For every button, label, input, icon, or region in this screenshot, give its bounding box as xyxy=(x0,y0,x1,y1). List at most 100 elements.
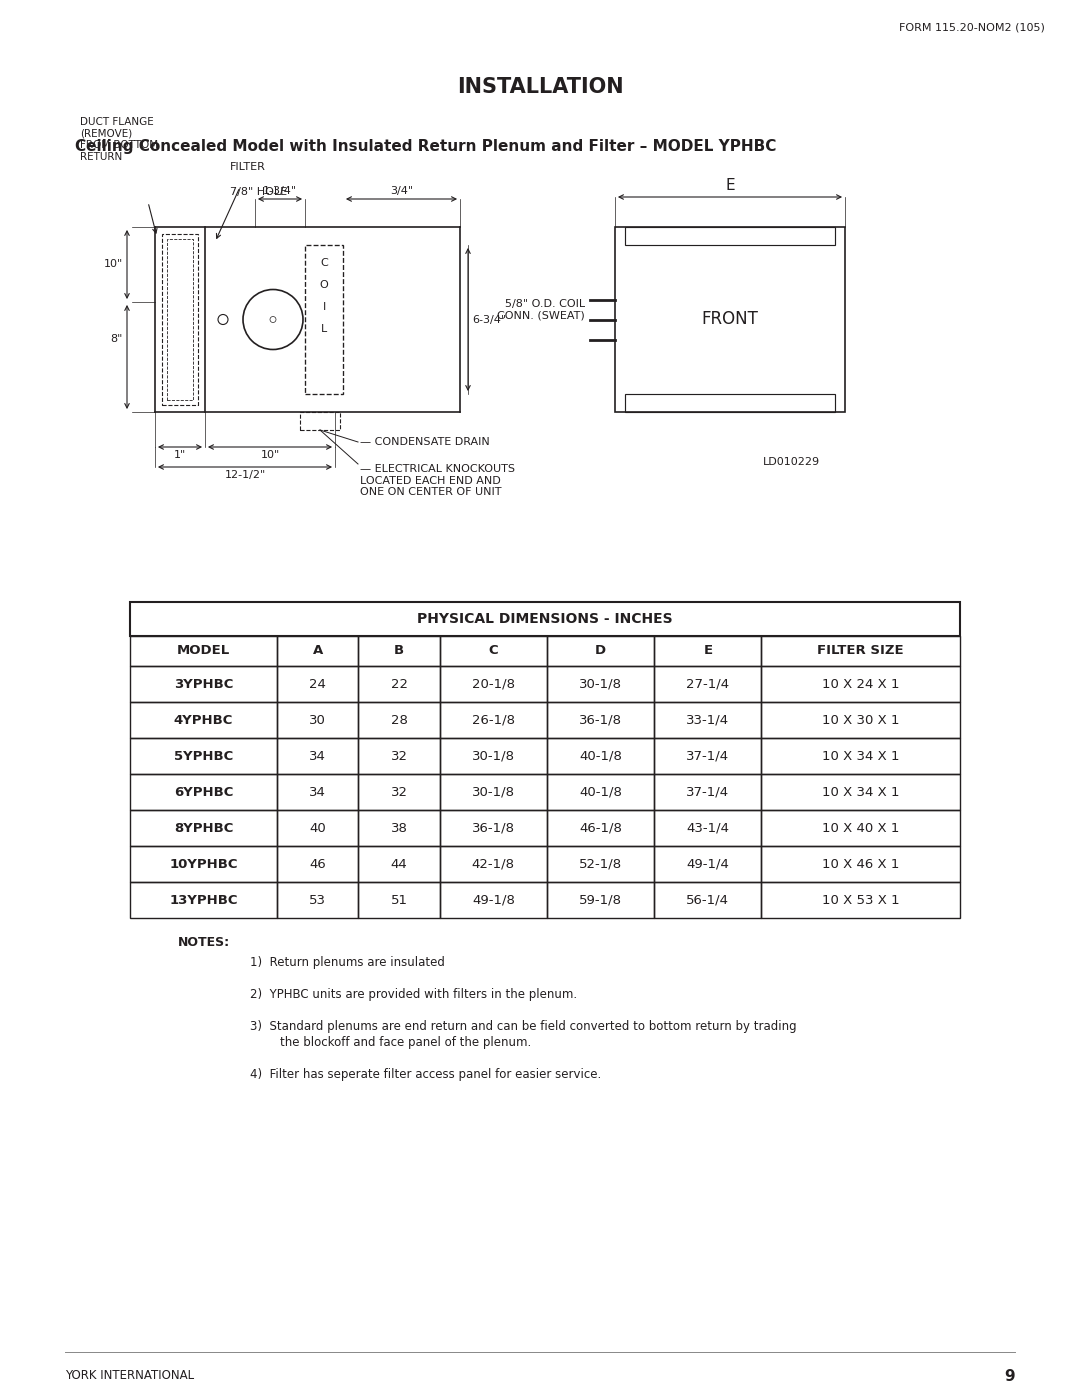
Bar xyxy=(276,847,359,882)
Bar xyxy=(546,666,654,703)
Text: 10 X 24 X 1: 10 X 24 X 1 xyxy=(822,678,900,690)
Text: FORM 115.20-NOM2 (105): FORM 115.20-NOM2 (105) xyxy=(900,22,1045,32)
Text: 56-1/4: 56-1/4 xyxy=(686,894,729,907)
Text: 28: 28 xyxy=(391,714,407,726)
Bar xyxy=(761,882,960,918)
Text: D: D xyxy=(595,644,606,658)
Text: 43-1/4: 43-1/4 xyxy=(686,821,729,834)
Bar xyxy=(276,810,359,847)
Text: YORK INTERNATIONAL: YORK INTERNATIONAL xyxy=(65,1369,194,1382)
Text: 36-1/8: 36-1/8 xyxy=(579,714,622,726)
Bar xyxy=(359,703,440,738)
Text: 37-1/4: 37-1/4 xyxy=(686,785,729,799)
Bar xyxy=(359,738,440,774)
Bar xyxy=(440,847,546,882)
Bar xyxy=(130,636,276,666)
Text: FILTER SIZE: FILTER SIZE xyxy=(818,644,904,658)
Bar xyxy=(440,666,546,703)
Bar xyxy=(654,882,761,918)
Bar xyxy=(546,847,654,882)
Bar xyxy=(359,882,440,918)
Text: 37-1/4: 37-1/4 xyxy=(686,750,729,763)
Bar xyxy=(654,666,761,703)
Text: 46: 46 xyxy=(309,858,326,870)
Text: 22: 22 xyxy=(391,678,407,690)
Text: 5/8" O.D. COIL
CONN. (SWEAT): 5/8" O.D. COIL CONN. (SWEAT) xyxy=(497,299,585,320)
Bar xyxy=(440,774,546,810)
Bar xyxy=(546,738,654,774)
Bar xyxy=(305,244,343,394)
Bar xyxy=(761,703,960,738)
Bar xyxy=(440,738,546,774)
Text: MODEL: MODEL xyxy=(177,644,230,658)
Bar xyxy=(654,810,761,847)
Text: A: A xyxy=(312,644,323,658)
Bar xyxy=(440,882,546,918)
Text: 40: 40 xyxy=(309,821,326,834)
Bar xyxy=(546,774,654,810)
Bar xyxy=(546,882,654,918)
Text: E: E xyxy=(725,177,734,193)
Text: 6YPHBC: 6YPHBC xyxy=(174,785,233,799)
Text: 33-1/4: 33-1/4 xyxy=(686,714,729,726)
Text: 42-1/8: 42-1/8 xyxy=(472,858,515,870)
Bar xyxy=(654,703,761,738)
Text: 40-1/8: 40-1/8 xyxy=(579,750,622,763)
Bar xyxy=(162,235,198,405)
Bar xyxy=(761,847,960,882)
Bar xyxy=(359,774,440,810)
Text: C: C xyxy=(320,258,328,268)
Text: 46-1/8: 46-1/8 xyxy=(579,821,622,834)
Text: 24: 24 xyxy=(309,678,326,690)
Bar xyxy=(130,738,276,774)
Bar xyxy=(130,703,276,738)
Bar xyxy=(761,774,960,810)
Bar xyxy=(130,810,276,847)
Bar xyxy=(276,636,359,666)
Text: 20-1/8: 20-1/8 xyxy=(472,678,515,690)
Bar xyxy=(359,810,440,847)
Bar xyxy=(130,847,276,882)
Bar xyxy=(130,602,960,636)
Text: 12-1/2": 12-1/2" xyxy=(225,469,266,481)
Text: O: O xyxy=(320,279,328,291)
Bar xyxy=(546,703,654,738)
Text: C: C xyxy=(488,644,498,658)
Bar xyxy=(276,882,359,918)
Bar xyxy=(440,810,546,847)
Text: INSTALLATION: INSTALLATION xyxy=(457,77,623,96)
Bar xyxy=(276,666,359,703)
Text: 1": 1" xyxy=(174,450,186,460)
Bar xyxy=(654,774,761,810)
Bar xyxy=(761,636,960,666)
Text: 52-1/8: 52-1/8 xyxy=(579,858,622,870)
Text: NOTES:: NOTES: xyxy=(178,936,230,949)
Text: 30-1/8: 30-1/8 xyxy=(472,750,515,763)
Bar xyxy=(276,738,359,774)
Text: 34: 34 xyxy=(309,750,326,763)
Bar xyxy=(654,738,761,774)
Bar xyxy=(359,666,440,703)
Text: 10 X 46 X 1: 10 X 46 X 1 xyxy=(822,858,900,870)
Text: 10YPHBC: 10YPHBC xyxy=(170,858,238,870)
Text: LD010229: LD010229 xyxy=(762,457,820,467)
Text: 36-1/8: 36-1/8 xyxy=(472,821,515,834)
Bar xyxy=(761,738,960,774)
Text: 49-1/8: 49-1/8 xyxy=(472,894,515,907)
Bar xyxy=(615,226,845,412)
Text: 32: 32 xyxy=(391,750,407,763)
Text: 30: 30 xyxy=(309,714,326,726)
Text: 13YPHBC: 13YPHBC xyxy=(170,894,238,907)
Bar xyxy=(654,847,761,882)
Bar xyxy=(654,636,761,666)
Bar xyxy=(546,810,654,847)
Text: 10": 10" xyxy=(104,258,123,270)
Text: 1-3/4": 1-3/4" xyxy=(262,186,297,196)
Text: 53: 53 xyxy=(309,894,326,907)
Text: 3YPHBC: 3YPHBC xyxy=(174,678,233,690)
Text: PHYSICAL DIMENSIONS - INCHES: PHYSICAL DIMENSIONS - INCHES xyxy=(417,612,673,626)
Text: B: B xyxy=(394,644,404,658)
Text: 7/8" HOLE: 7/8" HOLE xyxy=(230,187,287,197)
Bar xyxy=(276,774,359,810)
Text: 10": 10" xyxy=(260,450,280,460)
